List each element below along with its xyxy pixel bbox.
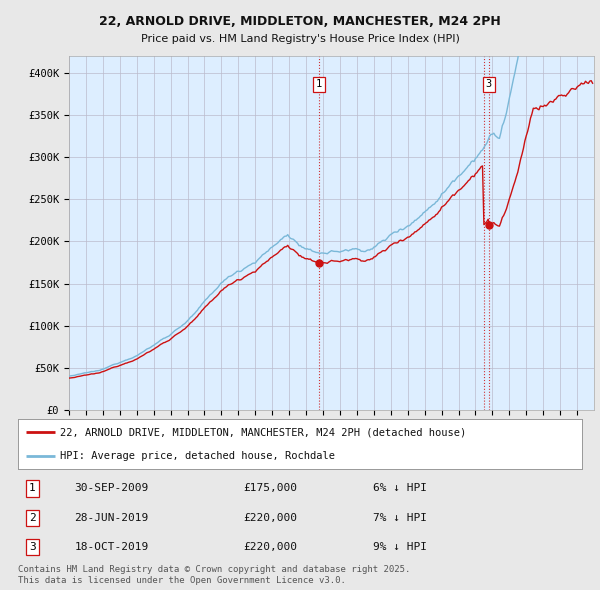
- Text: 3: 3: [29, 542, 35, 552]
- Text: 2: 2: [29, 513, 35, 523]
- Text: Contains HM Land Registry data © Crown copyright and database right 2025.
This d: Contains HM Land Registry data © Crown c…: [18, 565, 410, 585]
- Text: HPI: Average price, detached house, Rochdale: HPI: Average price, detached house, Roch…: [60, 451, 335, 461]
- Text: 9% ↓ HPI: 9% ↓ HPI: [373, 542, 427, 552]
- Text: 22, ARNOLD DRIVE, MIDDLETON, MANCHESTER, M24 2PH (detached house): 22, ARNOLD DRIVE, MIDDLETON, MANCHESTER,…: [60, 427, 467, 437]
- Text: £220,000: £220,000: [244, 542, 298, 552]
- Text: £175,000: £175,000: [244, 483, 298, 493]
- Text: 7% ↓ HPI: 7% ↓ HPI: [373, 513, 427, 523]
- Text: 22, ARNOLD DRIVE, MIDDLETON, MANCHESTER, M24 2PH: 22, ARNOLD DRIVE, MIDDLETON, MANCHESTER,…: [99, 15, 501, 28]
- Text: 1: 1: [316, 80, 322, 89]
- Text: 30-SEP-2009: 30-SEP-2009: [74, 483, 149, 493]
- Text: 1: 1: [29, 483, 35, 493]
- Text: 3: 3: [486, 80, 492, 89]
- Text: 6% ↓ HPI: 6% ↓ HPI: [373, 483, 427, 493]
- Text: £220,000: £220,000: [244, 513, 298, 523]
- Text: Price paid vs. HM Land Registry's House Price Index (HPI): Price paid vs. HM Land Registry's House …: [140, 34, 460, 44]
- Text: 28-JUN-2019: 28-JUN-2019: [74, 513, 149, 523]
- Text: 18-OCT-2019: 18-OCT-2019: [74, 542, 149, 552]
